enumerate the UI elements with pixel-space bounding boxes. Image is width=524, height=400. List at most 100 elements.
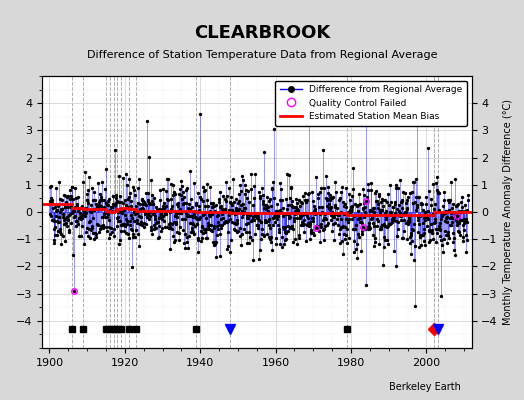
Point <box>328 208 336 215</box>
Point <box>169 219 178 225</box>
Point <box>100 205 108 212</box>
Point <box>342 216 350 222</box>
Point <box>408 200 417 206</box>
Point <box>252 210 260 216</box>
Point <box>216 252 225 259</box>
Point <box>170 213 179 220</box>
Point <box>223 219 231 225</box>
Point <box>325 197 334 203</box>
Point <box>399 228 408 234</box>
Point <box>147 177 155 183</box>
Point <box>57 231 66 237</box>
Point <box>188 203 196 210</box>
Point <box>276 196 285 203</box>
Point <box>453 222 461 228</box>
Point <box>253 215 261 222</box>
Point <box>136 221 145 227</box>
Point <box>264 234 272 240</box>
Point <box>383 224 391 230</box>
Point <box>358 220 366 226</box>
Point <box>109 193 117 199</box>
Point <box>430 210 438 216</box>
Point <box>151 224 159 231</box>
Point <box>151 216 160 222</box>
Point <box>416 232 424 238</box>
Point <box>411 199 420 206</box>
Point <box>50 237 58 244</box>
Point <box>141 209 149 215</box>
Point <box>369 209 378 215</box>
Point <box>201 229 210 235</box>
Point <box>135 213 144 220</box>
Point <box>145 154 154 160</box>
Point <box>271 219 279 226</box>
Point <box>152 220 160 226</box>
Point <box>414 228 423 235</box>
Point <box>341 224 349 230</box>
Point <box>452 218 461 225</box>
Point <box>259 149 268 156</box>
Point <box>326 204 335 210</box>
Point <box>301 197 310 203</box>
Point <box>347 193 356 199</box>
Point <box>116 209 125 216</box>
Point <box>420 226 428 232</box>
Point <box>319 217 327 224</box>
Point <box>284 202 292 208</box>
Point <box>397 198 406 204</box>
Point <box>394 219 402 225</box>
Point <box>292 204 300 211</box>
Point <box>150 195 159 201</box>
Point <box>161 211 169 217</box>
Point <box>362 282 370 288</box>
Point <box>343 226 351 232</box>
Point <box>458 238 467 245</box>
Point <box>444 228 452 235</box>
Point <box>314 228 323 234</box>
Point <box>227 200 235 206</box>
Point <box>398 234 407 241</box>
Point <box>358 186 367 192</box>
Point <box>219 215 227 221</box>
Point <box>347 212 356 218</box>
Point <box>52 208 61 214</box>
Point <box>139 206 147 212</box>
Point <box>192 199 201 206</box>
Point <box>247 186 255 192</box>
Point <box>270 211 279 218</box>
Point <box>256 218 265 225</box>
Point <box>186 168 194 174</box>
Point <box>246 212 254 218</box>
Point <box>443 214 451 220</box>
Point <box>433 174 441 181</box>
Point <box>105 196 114 202</box>
Point <box>419 232 428 238</box>
Point <box>244 188 252 194</box>
Point <box>432 186 441 193</box>
Point <box>302 210 310 216</box>
Point <box>155 234 163 240</box>
Point <box>212 239 221 246</box>
Point <box>293 215 301 221</box>
Point <box>268 247 276 254</box>
Point <box>92 201 100 208</box>
Point <box>230 226 238 233</box>
Point <box>324 220 332 226</box>
Point <box>455 232 464 238</box>
Point <box>90 188 98 195</box>
Point <box>337 189 345 195</box>
Point <box>462 216 470 222</box>
Point <box>49 240 58 246</box>
Point <box>113 223 122 229</box>
Point <box>226 199 234 205</box>
Point <box>115 199 124 205</box>
Point <box>283 210 291 217</box>
Point <box>459 222 467 228</box>
Point <box>373 223 381 229</box>
Point <box>193 221 201 228</box>
Point <box>384 241 392 247</box>
Point <box>134 185 143 191</box>
Point <box>51 185 60 192</box>
Point <box>194 189 202 196</box>
Point <box>300 228 308 235</box>
